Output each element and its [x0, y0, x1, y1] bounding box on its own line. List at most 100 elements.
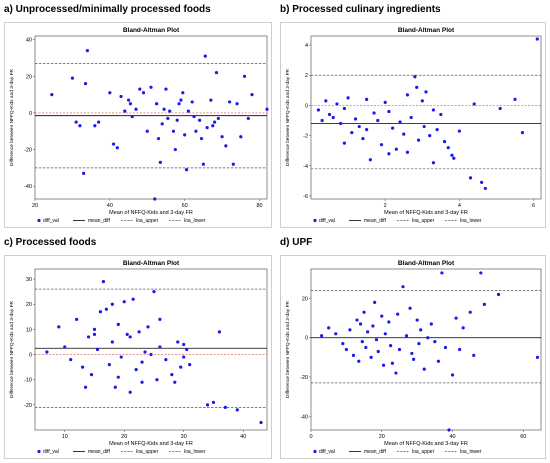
legend-label-diff-val: diff_val: [43, 449, 59, 455]
data-point: [116, 322, 120, 326]
data-point: [396, 312, 400, 316]
data-point: [422, 124, 426, 129]
data-point: [213, 120, 217, 124]
legend-marker-diff-val: [313, 449, 317, 454]
y-tick-label: -10: [24, 378, 32, 384]
legend-label-mean-diff: mean_diff: [364, 449, 386, 455]
data-point: [408, 306, 412, 310]
data-point: [391, 126, 395, 130]
data-point: [227, 100, 232, 104]
data-point: [440, 271, 444, 275]
x-tick-label: 40: [107, 203, 113, 209]
data-point: [155, 102, 159, 106]
data-point: [116, 375, 120, 379]
data-point: [383, 332, 387, 336]
data-point: [355, 318, 359, 322]
y-tick-label: -6: [303, 194, 308, 200]
legend-label-loa-upper: loa_upper: [412, 218, 435, 224]
data-point: [324, 99, 328, 103]
data-point: [201, 162, 205, 166]
data-point: [468, 176, 473, 180]
chart-frame: Bland-Altman Plot 2 4 6 -6 -4 -2 0 2 4 Mean of NFF…: [280, 22, 546, 228]
data-point: [149, 352, 153, 357]
data-point: [179, 365, 183, 369]
data-point: [123, 109, 127, 113]
data-point: [447, 428, 451, 432]
panel-c: c) Processed foods Bland-Altman Plot 10 20…: [4, 237, 272, 461]
data-point: [426, 336, 430, 340]
data-point: [404, 334, 409, 338]
data-point: [383, 100, 387, 105]
chart-frame: Bland-Altman Plot 20 40 60 80 -40 -20 0 20 40 Mean…: [4, 22, 272, 228]
y-tick-label: -4: [303, 164, 308, 170]
legend-marker-diff-val: [37, 218, 41, 223]
data-point: [468, 310, 472, 314]
data-point: [331, 115, 335, 120]
y-tick-label: -2: [303, 134, 308, 140]
data-point: [101, 279, 106, 284]
data-point: [128, 102, 133, 106]
data-point: [454, 316, 458, 320]
data-point: [320, 334, 324, 338]
y-tick-label: 30: [26, 277, 32, 283]
x-tick-label: 20: [379, 434, 385, 440]
data-point: [415, 85, 419, 89]
data-point: [402, 132, 406, 136]
data-point: [111, 142, 116, 146]
data-point: [115, 146, 119, 150]
data-point: [173, 147, 177, 152]
data-point: [86, 335, 91, 339]
data-point: [75, 317, 79, 321]
data-point: [390, 361, 394, 365]
data-point: [131, 297, 135, 301]
panel-label: a) Unprocessed/minimally processed foods: [4, 4, 211, 15]
data-point: [199, 136, 204, 141]
data-point: [513, 97, 517, 101]
data-point: [170, 373, 174, 377]
data-point: [146, 325, 150, 329]
data-point: [498, 106, 502, 111]
data-point: [535, 37, 539, 41]
data-point: [431, 108, 436, 112]
data-point: [458, 347, 462, 352]
legend-label-mean-diff: mean_diff: [88, 449, 110, 455]
y-tick-label: 20: [302, 296, 308, 302]
data-point: [405, 93, 410, 97]
data-point: [472, 102, 476, 106]
data-point: [220, 135, 224, 139]
data-point: [358, 322, 363, 326]
data-point: [216, 116, 220, 121]
data-point: [364, 345, 368, 350]
plot-area: [34, 268, 268, 431]
data-point: [480, 180, 484, 184]
x-tick-label: 30: [181, 434, 187, 440]
data-point: [211, 400, 216, 404]
data-point: [450, 373, 455, 377]
data-point: [439, 112, 443, 117]
data-point: [535, 355, 540, 359]
data-point: [194, 129, 198, 133]
data-point: [205, 125, 209, 130]
data-point: [138, 87, 142, 91]
data-point: [175, 118, 179, 122]
data-point: [155, 378, 159, 382]
panel-label: d) UPF: [280, 237, 313, 248]
x-tick-label: 60: [520, 434, 526, 440]
data-point: [335, 102, 339, 106]
data-point: [205, 403, 210, 407]
data-point: [134, 107, 138, 111]
data-point: [57, 325, 61, 329]
plot-area: [310, 268, 542, 431]
legend-label-mean-diff: mean_diff: [88, 218, 110, 224]
data-point: [223, 405, 227, 409]
data-point: [119, 355, 123, 359]
data-point: [203, 54, 207, 58]
legend-label-loa-lower: loa_lower: [184, 218, 206, 224]
legend-label-loa-upper: loa_upper: [136, 218, 159, 224]
data-point: [70, 76, 75, 80]
data-point: [156, 136, 161, 141]
data-point: [379, 143, 384, 147]
data-point: [141, 91, 146, 95]
x-tick-label: 20: [121, 434, 127, 440]
